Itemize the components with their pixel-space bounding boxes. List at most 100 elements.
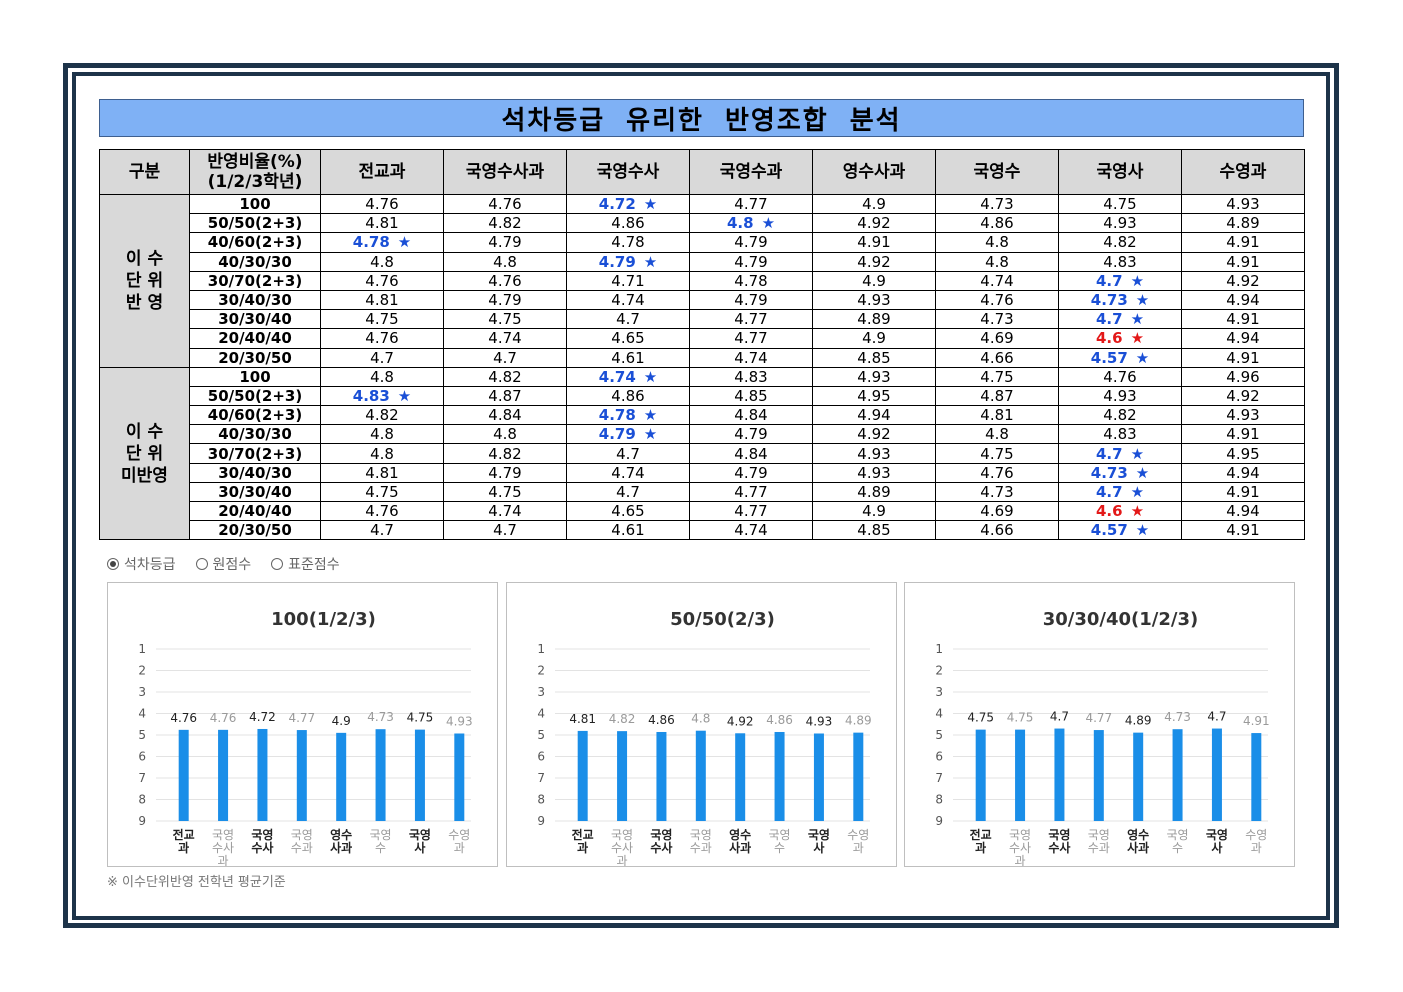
category-label: 전교 과 bbox=[173, 827, 195, 855]
grade-cell: 4.79 bbox=[689, 232, 813, 253]
star-icon: ★ bbox=[761, 214, 776, 233]
grade-cell: 4.76 bbox=[935, 289, 1059, 311]
grade-cell: 4.8 bbox=[935, 424, 1059, 445]
grade-cell: 4.8 bbox=[443, 251, 567, 272]
grade-cell: 4.74 ★ bbox=[566, 366, 690, 387]
y-tick-label: 8 bbox=[537, 793, 545, 807]
grade-cell: 4.84 bbox=[689, 443, 813, 464]
grade-cell: 4.7 ★ bbox=[1058, 270, 1182, 291]
bar bbox=[1054, 728, 1065, 821]
column-header: 국영수사 bbox=[566, 149, 690, 195]
bar-chart-3: 30/30/40(1/2/3) 1 2 3 4 5 6 7 8 9 4.75 전교 과 4.75 국영 수사 과… bbox=[935, 609, 1269, 866]
bar bbox=[695, 730, 706, 821]
radio-option[interactable]: 석차등급 bbox=[107, 554, 176, 574]
bar bbox=[1211, 728, 1222, 821]
category-label: 전교 과 bbox=[572, 827, 594, 855]
star-icon: ★ bbox=[1130, 329, 1145, 348]
table-row: 50/50(2+3) 4.81 4.82 4.86 4.8 ★ 4.92 4.86 4.93 4.… bbox=[100, 213, 1305, 234]
radio-option[interactable]: 표준점수 bbox=[271, 554, 340, 574]
data-label: 4.89 bbox=[845, 714, 872, 728]
grade-cell: 4.86 bbox=[566, 385, 690, 407]
data-label: 4.77 bbox=[288, 711, 315, 725]
category-label: 국영 수사 과 bbox=[611, 828, 633, 866]
grade-cell: 4.76 bbox=[443, 193, 567, 215]
data-label: 4.72 bbox=[249, 710, 276, 724]
grade-cell: 4.93 bbox=[1181, 405, 1305, 426]
table-row: 20/40/40 4.76 4.74 4.65 4.77 4.9 4.69 4.6 ★ 4.94 bbox=[100, 328, 1305, 349]
star-icon: ★ bbox=[643, 195, 658, 214]
table-row: 30/40/30 4.81 4.79 4.74 4.79 4.93 4.76 4.73 ★ 4.9… bbox=[100, 289, 1305, 311]
grade-cell: 4.92 bbox=[812, 213, 936, 234]
ratio-label: 40/30/30 bbox=[189, 251, 321, 272]
grade-cell: 4.78 ★ bbox=[320, 232, 444, 253]
grade-cell: 4.79 bbox=[443, 462, 567, 483]
radio-option[interactable]: 원점수 bbox=[195, 554, 251, 574]
grade-cell: 4.81 bbox=[320, 289, 444, 311]
grade-cell: 4.89 bbox=[812, 481, 936, 503]
grade-cell: 4.86 bbox=[566, 213, 690, 234]
grade-cell: 4.74 bbox=[689, 347, 813, 368]
y-tick-label: 9 bbox=[537, 814, 545, 828]
grade-cell: 4.7 bbox=[566, 309, 690, 330]
grade-cell: 4.85 bbox=[689, 385, 813, 407]
grade-cell: 4.74 bbox=[443, 328, 567, 349]
footnote: ※ 이수단위반영 전학년 평균기준 bbox=[107, 875, 286, 890]
column-header: 전교과 bbox=[320, 149, 444, 195]
grade-cell: 4.79 bbox=[689, 424, 813, 445]
bar bbox=[1093, 730, 1104, 821]
data-label: 4.7 bbox=[1207, 710, 1226, 724]
grade-cell: 4.94 bbox=[1181, 462, 1305, 483]
grade-cell: 4.79 bbox=[689, 289, 813, 311]
score-type-radio-group: 석차등급 원점수 표준점수 bbox=[107, 554, 340, 574]
data-label: 4.93 bbox=[446, 714, 473, 728]
y-tick-label: 1 bbox=[537, 642, 545, 656]
table-row: 40/60(2+3) 4.82 4.84 4.78 ★ 4.84 4.94 4.81 4.82 4… bbox=[100, 405, 1305, 426]
data-label: 4.73 bbox=[367, 710, 394, 724]
grade-cell: 4.77 bbox=[689, 481, 813, 503]
grade-cell: 4.72 ★ bbox=[566, 193, 690, 215]
radio-circle-icon[interactable] bbox=[271, 558, 284, 570]
table-row: 30/30/40 4.75 4.75 4.7 4.77 4.89 4.73 4.7 ★ 4.91 bbox=[100, 309, 1305, 330]
table-row: 20/40/40 4.76 4.74 4.65 4.77 4.9 4.69 4.6 ★ 4.94 bbox=[100, 500, 1305, 522]
star-icon: ★ bbox=[1130, 271, 1145, 290]
inner-frame bbox=[72, 72, 1330, 920]
bar bbox=[853, 732, 864, 821]
star-icon: ★ bbox=[1135, 463, 1150, 482]
grade-cell: 4.76 bbox=[935, 462, 1059, 483]
ratio-label: 20/30/50 bbox=[189, 520, 321, 541]
star-icon: ★ bbox=[1130, 502, 1145, 521]
ratio-label: 30/30/40 bbox=[189, 481, 321, 503]
category-label: 국영 수과 bbox=[291, 828, 313, 855]
grade-cell: 4.69 bbox=[935, 500, 1059, 522]
ratio-label: 40/60(2+3) bbox=[189, 232, 321, 253]
grade-cell: 4.96 bbox=[1181, 366, 1305, 387]
radio-label: 석차등급 bbox=[124, 557, 176, 573]
y-tick-label: 3 bbox=[537, 685, 545, 699]
grade-cell: 4.8 bbox=[443, 424, 567, 445]
grade-cell: 4.8 bbox=[935, 251, 1059, 272]
grade-cell: 4.84 bbox=[689, 405, 813, 426]
grade-cell: 4.89 bbox=[812, 309, 936, 330]
star-icon: ★ bbox=[397, 233, 412, 252]
grade-cell: 4.75 bbox=[935, 366, 1059, 387]
grade-cell: 4.9 bbox=[812, 270, 936, 291]
bar bbox=[656, 731, 667, 821]
category-label: 국영 사 bbox=[409, 827, 431, 855]
bar bbox=[577, 730, 588, 821]
bar-chart-2: 50/50(2/3) 1 2 3 4 5 6 7 8 9 4.81 전교 과 4.82 국영 수사 과 4.86 국… bbox=[537, 609, 872, 866]
category-label: 국영 수 bbox=[370, 828, 392, 855]
grade-cell: 4.8 bbox=[320, 366, 444, 387]
radio-circle-icon[interactable] bbox=[107, 558, 119, 570]
radio-circle-icon[interactable] bbox=[195, 558, 208, 570]
grade-cell: 4.82 bbox=[443, 213, 567, 234]
grade-cell: 4.7 ★ bbox=[1058, 309, 1182, 330]
bar bbox=[336, 732, 347, 821]
y-tick-label: 8 bbox=[935, 793, 943, 807]
page-title: 석차등급 유리한 반영조합 분석 bbox=[99, 99, 1304, 137]
grade-cell: 4.73 ★ bbox=[1058, 462, 1182, 483]
grade-cell: 4.77 bbox=[689, 500, 813, 522]
bar bbox=[774, 731, 785, 821]
grade-cell: 4.93 bbox=[812, 289, 936, 311]
